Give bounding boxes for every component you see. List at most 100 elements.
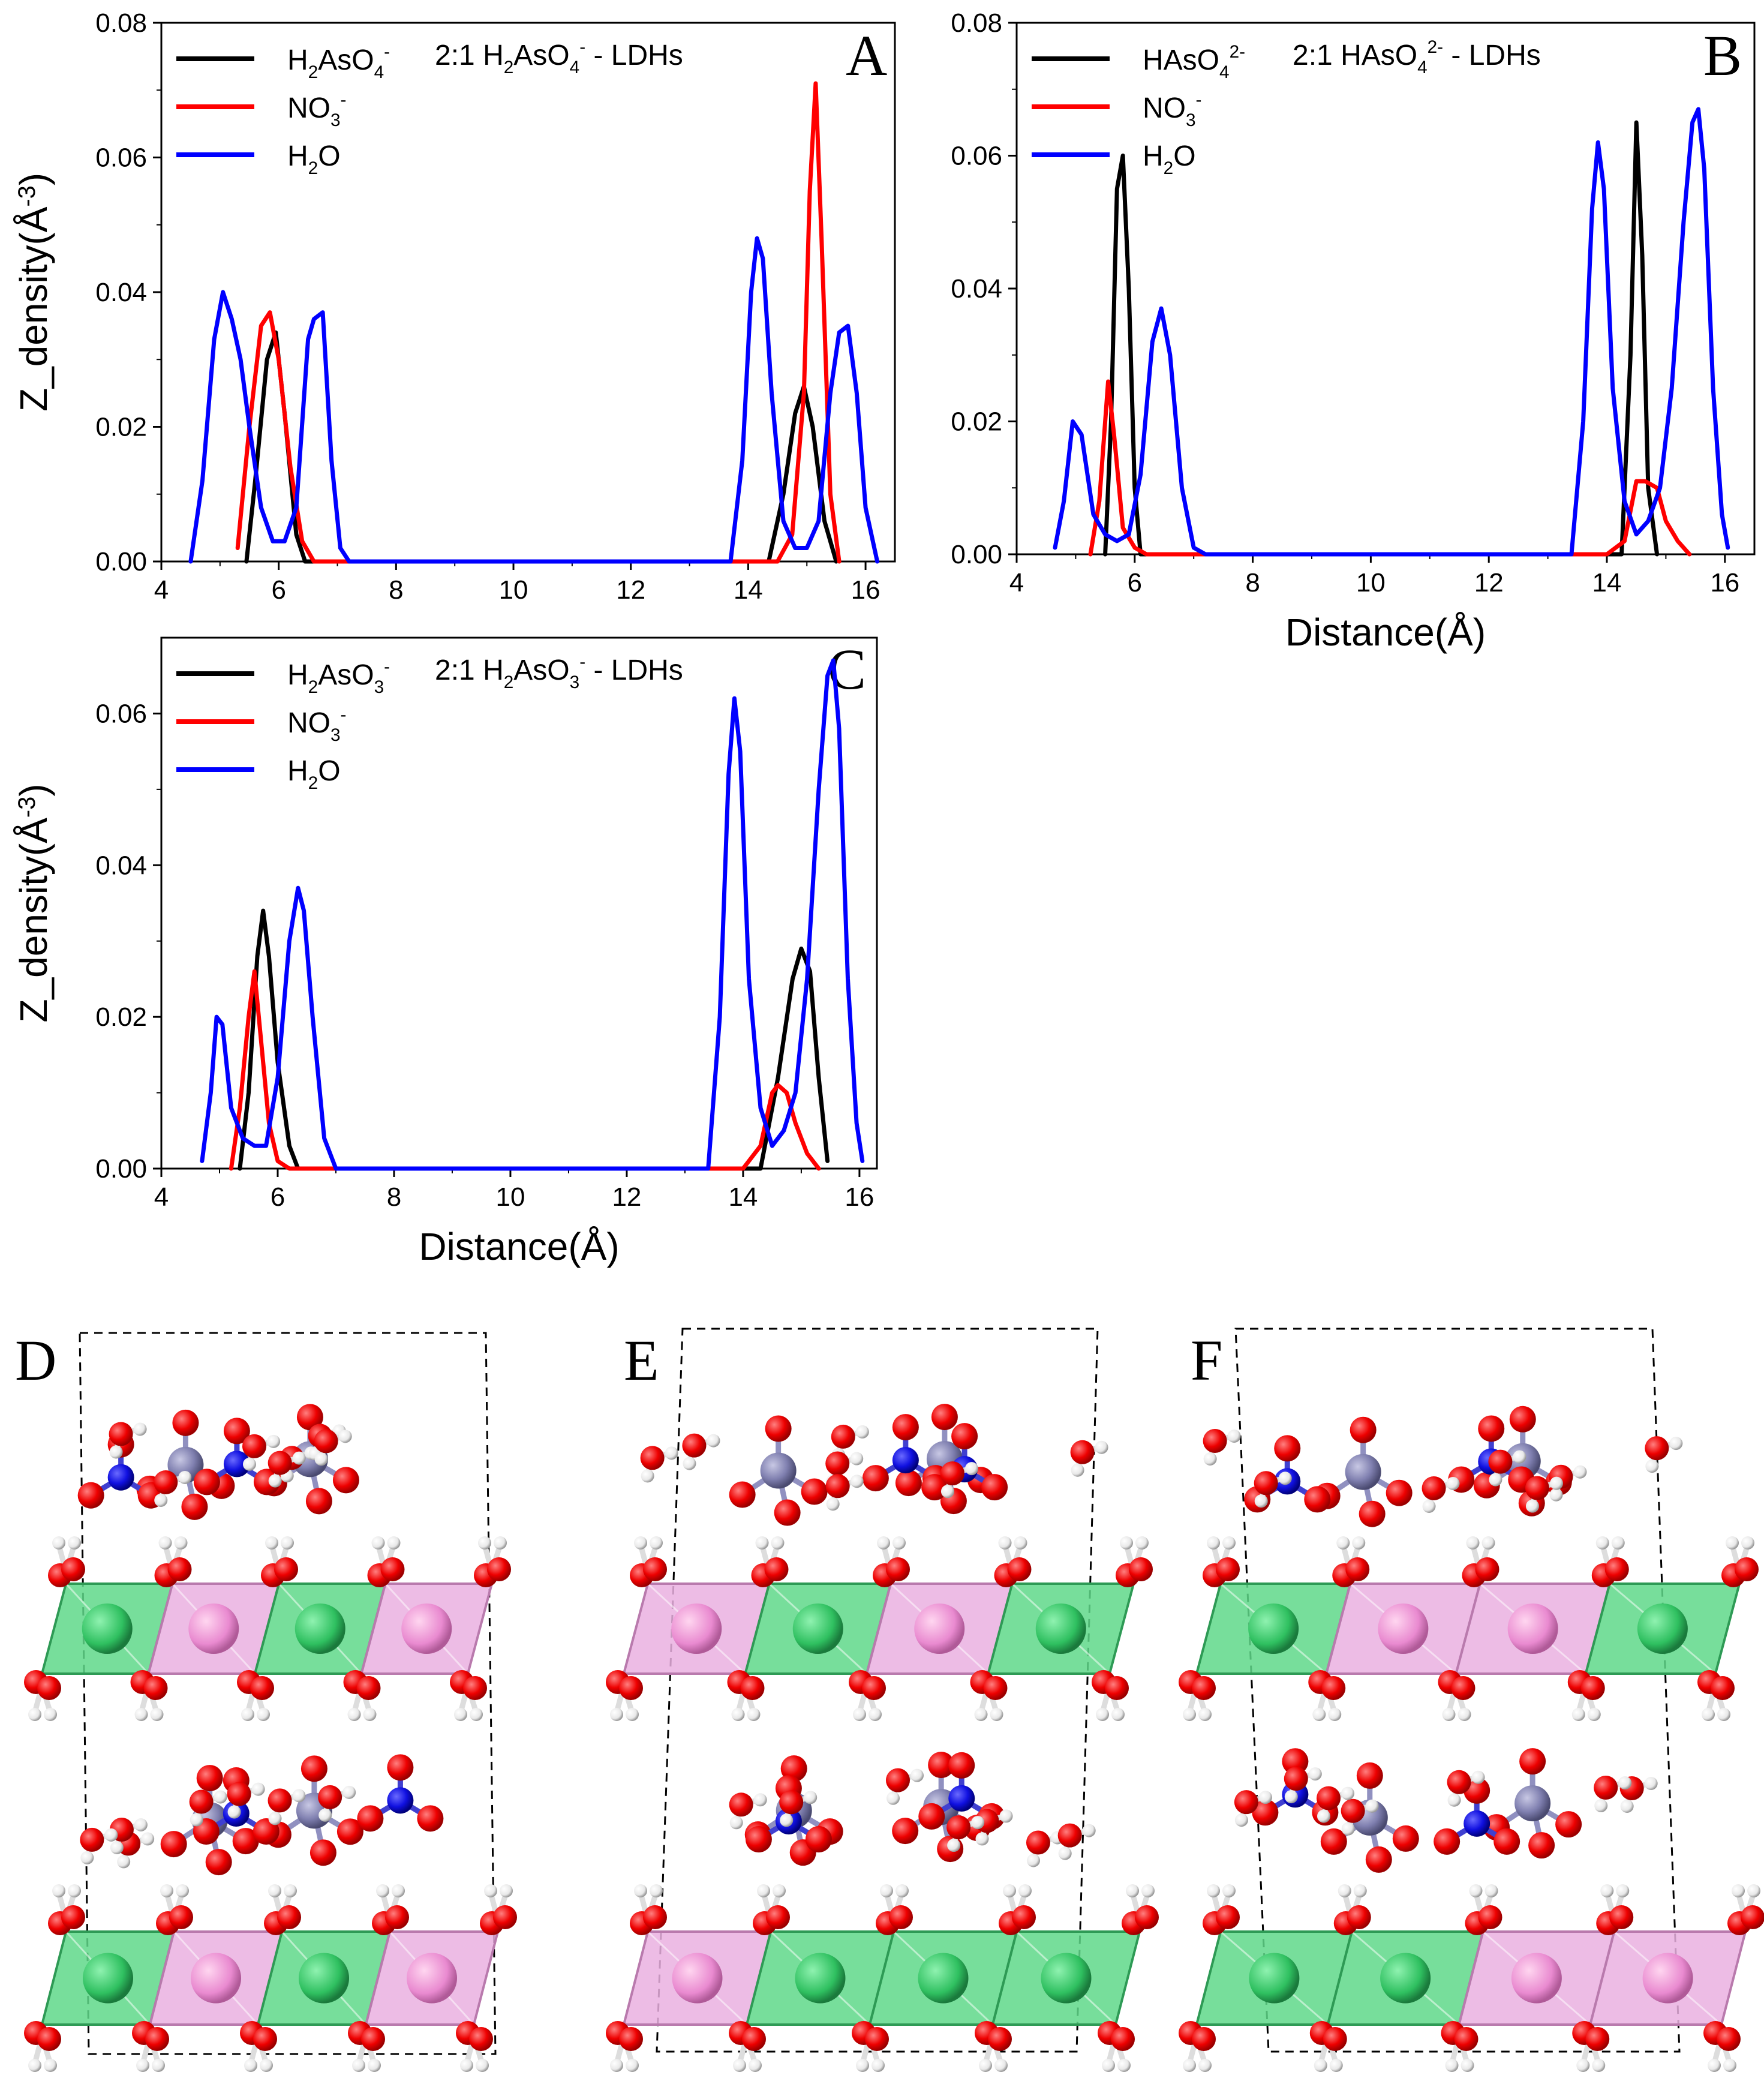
h-atom [626,2059,639,2072]
h-atom [104,1828,118,1842]
h-atom [387,1536,401,1550]
h-atom [850,1475,864,1488]
h-atom [1222,1536,1236,1550]
h-atom [1726,1536,1739,1550]
h-atom [1135,1536,1149,1550]
h-atom [773,1884,786,1897]
h-atom [650,1536,663,1550]
md-panel-e: E [606,1328,1159,2072]
mg-atom [792,1603,843,1654]
o-atom [314,1429,338,1454]
x-tick-label: 16 [851,575,881,605]
o-atom [619,2027,643,2051]
h-atom [1095,1440,1108,1454]
n-atom [223,1451,250,1478]
n-atom [892,1447,919,1474]
h-atom [1717,1708,1730,1721]
h-atom [771,1536,785,1550]
o-atom [928,1752,955,1779]
h-atom [1708,2059,1721,2072]
o-atom [250,1676,274,1700]
legend-label: NO3- [287,705,346,745]
chart-panel-c: 4 6 8 10 12 14 16 0.00 0.02 0.04 0.06 Z_density(Å-3… [12,636,878,1268]
h-atom [1120,1536,1133,1550]
o-atom [619,1676,643,1700]
h-atom [318,1808,332,1822]
h-atom [999,1809,1013,1823]
h-atom [1645,1460,1659,1473]
o-atom [77,1482,104,1509]
x-tick-label: 12 [612,1182,641,1212]
o-atom [205,1849,232,1876]
h-atom [634,1884,647,1897]
h-atom [869,1708,882,1721]
h-atom [892,1536,906,1550]
h-atom [1469,1884,1483,1897]
as-atom [1514,1785,1551,1822]
o-atom [745,1825,772,1852]
o-atom [1604,1557,1629,1581]
o-atom [1341,1798,1365,1823]
o-atom [1216,1905,1240,1929]
h-atom [1222,1884,1236,1897]
as-atom [167,1446,204,1483]
o-atom [1105,1676,1129,1700]
h-atom [1117,2059,1131,2072]
h-atom [749,2059,762,2072]
o-atom [729,1792,753,1817]
o-atom [779,1790,804,1815]
h-atom [1203,1452,1217,1466]
h-atom [1102,2059,1115,2072]
x-tick-label: 12 [616,575,645,605]
o-atom [332,1467,359,1494]
legend-label: NO3- [287,90,346,130]
o-atom [1359,1500,1386,1527]
h-atom [1207,1536,1220,1550]
o-atom [1478,1415,1505,1442]
series-line [200,658,865,1171]
x-tick-label: 10 [499,575,528,605]
o-atom [1594,1776,1618,1800]
h-atom [268,1884,281,1897]
y-axis-label: Z_density(Å-3) [12,783,55,1022]
h-atom [347,1708,361,1721]
h-atom [780,1813,794,1827]
h-atom [371,1536,385,1550]
h-atom [476,2059,489,2072]
h-atom [1594,1799,1608,1813]
h-atom [134,1708,148,1721]
h-atom [707,1434,720,1448]
o-atom [1234,1790,1258,1815]
mg-atom [1637,1603,1688,1654]
md-panel-f: F [1179,1328,1764,2072]
o-atom [1321,1676,1346,1700]
o-atom [918,1803,945,1830]
h-atom [392,1884,405,1897]
mg-atom [1035,1603,1086,1654]
h-atom [314,1452,328,1466]
o-atom [862,1676,886,1700]
y-tick-label: 0.02 [951,407,1002,437]
o-atom [764,1557,789,1581]
h-atom [470,1708,483,1721]
h-atom [251,1782,265,1796]
unit-cell-outline [656,1328,1099,2053]
h-atom [1329,2059,1343,2072]
o-atom [1365,1846,1392,1873]
panel-letter: E [624,1328,659,1392]
h-atom [683,1457,696,1470]
o-atom [892,1818,919,1845]
x-axis-label: Distance(Å) [1285,611,1486,654]
o-atom [946,1815,971,1840]
o-atom [1717,2027,1741,2051]
o-atom [1284,1767,1308,1791]
h-atom [1549,1476,1563,1490]
o-atom [740,1676,765,1700]
legend-label: H2O [1143,140,1196,178]
h-atom [28,1708,41,1721]
h-atom [1442,1708,1456,1721]
h-atom [731,1708,745,1721]
o-atom [889,1905,913,1929]
o-atom [336,1818,363,1845]
h-atom [886,1791,900,1805]
